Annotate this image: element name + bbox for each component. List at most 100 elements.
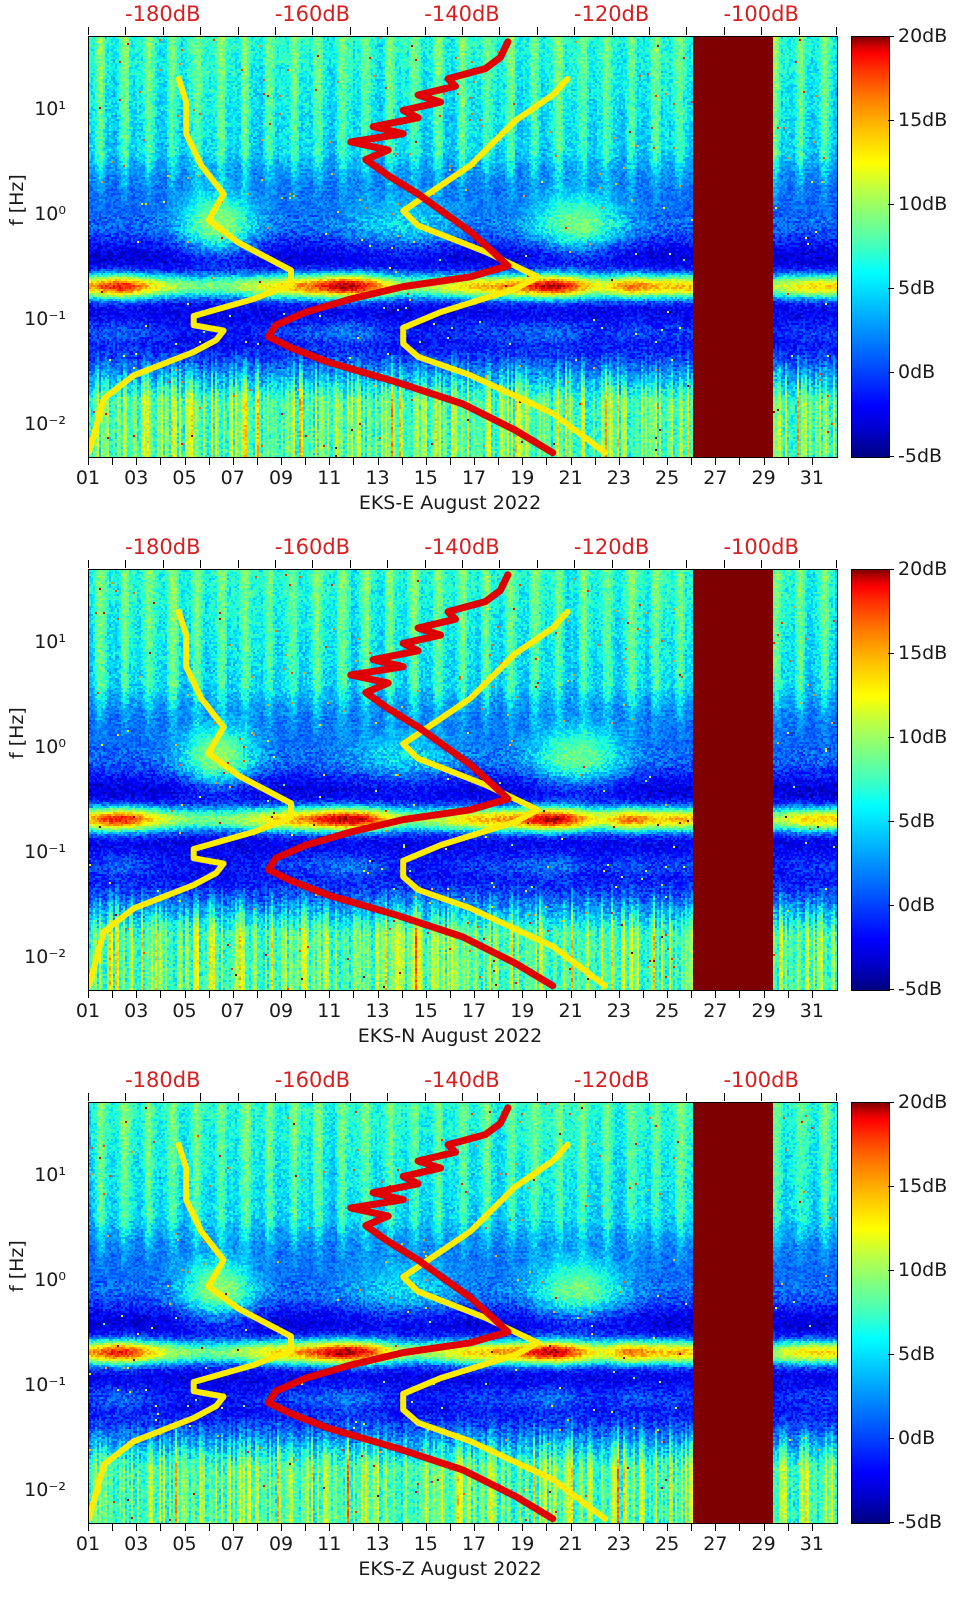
top-axis-tick-label: -180dB [125, 535, 201, 559]
curve-nlnm [89, 79, 291, 453]
x-axis-tick [353, 1523, 355, 1531]
colorbar-tick-label: 10dB [898, 1259, 948, 1281]
x-axis-tick [208, 990, 210, 998]
noise-model-overlay [89, 570, 837, 990]
colorbar-tick [888, 989, 894, 990]
top-axis-tick [88, 560, 89, 568]
top-axis-tick [798, 1093, 800, 1101]
top-axis-tick-label: -160dB [274, 2, 351, 26]
x-axis-tick [594, 990, 596, 998]
x-axis-tick [112, 990, 114, 998]
top-axis-tick-label: -160dB [274, 535, 351, 559]
curve-nhnm [403, 612, 605, 986]
top-axis-tick [686, 560, 688, 568]
x-axis-tick [546, 457, 548, 465]
top-axis-tick [649, 27, 650, 35]
x-axis-tick [305, 990, 307, 998]
x-axis-tick [136, 457, 138, 465]
x-axis-tick [377, 457, 379, 465]
top-axis-tick [574, 1093, 576, 1101]
x-axis-tick [232, 1523, 234, 1531]
x-axis-tick [160, 990, 162, 998]
x-axis-tick [642, 990, 644, 998]
top-axis-tick [536, 1093, 538, 1101]
x-axis-tick [449, 457, 451, 465]
x-axis-tick [570, 990, 572, 998]
top-axis-tick [237, 1093, 239, 1101]
colorbar-tick-label: 5dB [898, 277, 936, 299]
x-axis-tick [160, 1523, 162, 1531]
top-axis-tick [125, 560, 127, 568]
top-axis-tick [387, 1093, 389, 1101]
colorbar-tick-label: -5dB [898, 978, 943, 1000]
x-tick-label: 05 [172, 1000, 197, 1022]
x-axis-tick [281, 990, 283, 998]
top-axis-tick [723, 27, 725, 35]
x-axis-tick [449, 1523, 451, 1531]
x-axis-tick [618, 990, 620, 998]
x-axis-tick [739, 990, 741, 998]
x-tick-label: 13 [365, 1000, 390, 1022]
top-axis-tick [312, 1093, 314, 1101]
x-tick-label: 25 [655, 1533, 680, 1555]
top-axis-tick [162, 27, 164, 35]
x-axis-tick [256, 1523, 258, 1531]
x-tick-label: 11 [317, 1533, 342, 1555]
top-axis-tick [574, 560, 576, 568]
top-axis-tick [387, 27, 389, 35]
x-axis-tick [715, 990, 717, 998]
top-axis-tick-label: -140dB [424, 2, 500, 26]
top-axis-tick [462, 27, 463, 35]
top-axis-tick [200, 27, 202, 35]
top-axis-tick [312, 560, 314, 568]
colorbar-tick-label: 20dB [898, 25, 948, 47]
x-axis-tick [401, 1523, 403, 1531]
top-axis-tick-label: -180dB [125, 2, 201, 26]
x-axis-tick [811, 1523, 813, 1531]
x-axis-tick [667, 1523, 669, 1531]
x-axis-tick [811, 990, 813, 998]
x-axis-tick [715, 1523, 717, 1531]
x-axis-tick [281, 1523, 283, 1531]
x-axis-tick [136, 990, 138, 998]
x-axis-tick [160, 457, 162, 465]
x-axis-tick [667, 457, 669, 465]
noise-model-overlay [89, 1103, 837, 1523]
x-tick-label: 07 [220, 467, 245, 489]
x-tick-label: 23 [606, 1000, 631, 1022]
x-axis-tick [787, 1523, 789, 1531]
top-axis-tick-label: -120dB [573, 535, 650, 559]
top-axis-tick [574, 27, 576, 35]
x-tick-label: 09 [268, 467, 294, 489]
colorbar-tick-label: 10dB [898, 193, 948, 215]
x-tick-label: 11 [317, 467, 342, 489]
x-tick-label: 15 [413, 1533, 438, 1555]
x-axis-tick [281, 457, 283, 465]
top-axis-tick [162, 560, 164, 568]
x-axis-tick [570, 1523, 572, 1531]
y-tick-label: 10¹ [34, 631, 66, 654]
noise-model-overlay [89, 37, 837, 457]
colorbar-tick [888, 288, 894, 289]
top-axis-tick [649, 1093, 650, 1101]
top-axis-tick [761, 560, 763, 568]
colorbar-tick [888, 821, 894, 822]
y-tick-label: 10⁻¹ [24, 841, 66, 864]
colorbar-tick-label: 5dB [898, 1343, 936, 1365]
spectrogram-image [89, 37, 837, 457]
x-axis-tick [787, 990, 789, 998]
x-tick-label: 27 [703, 467, 728, 489]
x-axis-tick [739, 457, 741, 465]
x-axis-tick [522, 1523, 524, 1531]
x-axis-tick [208, 1523, 210, 1531]
colorbar-tick-label: 15dB [898, 109, 948, 131]
spectrogram-image [89, 570, 837, 990]
x-axis-tick [449, 990, 451, 998]
x-axis-tick [256, 457, 258, 465]
y-tick-label: 10⁰ [34, 736, 66, 759]
x-axis-tick [88, 1523, 89, 1531]
x-axis-tick [546, 990, 548, 998]
colorbar-tick-label: -5dB [898, 445, 943, 467]
x-axis-tick [691, 1523, 693, 1531]
x-tick-label: 03 [124, 467, 149, 489]
